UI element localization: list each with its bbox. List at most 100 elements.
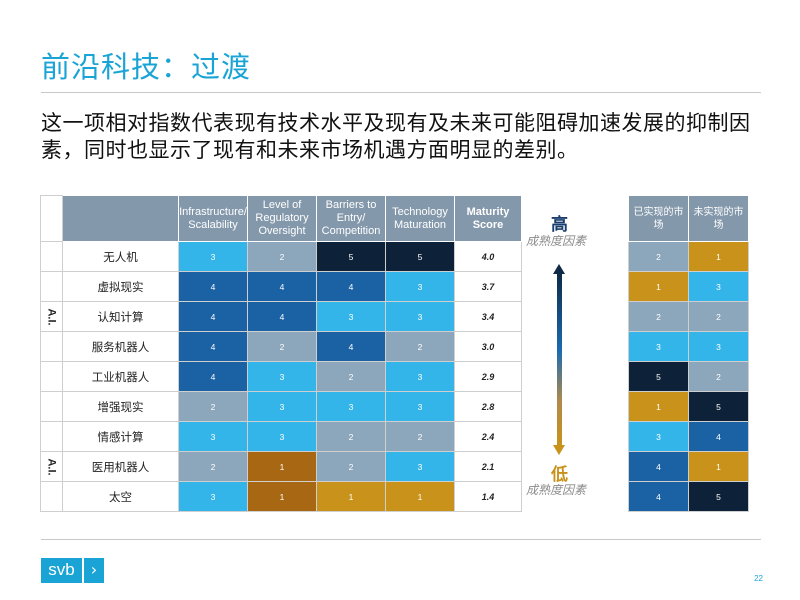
score-cell: 3: [316, 301, 386, 332]
score-cell: 2: [178, 451, 248, 482]
group-cell: [40, 361, 63, 392]
column-header: Infrastructure/ Scalability: [178, 195, 248, 242]
market-cell: 3: [688, 271, 749, 302]
group-cell: [40, 271, 63, 302]
market-cell: 1: [628, 391, 689, 422]
table-row: A.I. 认知计算 4 4 3 3 3.4: [40, 301, 522, 332]
group-label: A.I.: [45, 307, 58, 326]
chevron-right-icon: ›: [84, 558, 104, 583]
score-cell: 3: [385, 271, 455, 302]
table-row: 情感计算 3 3 2 2 2.4: [40, 421, 522, 452]
page-number: 22: [754, 574, 763, 583]
score-cell: 1: [316, 481, 386, 512]
table-row: 服务机器人 4 2 4 2 3.0: [40, 331, 522, 362]
arrow-up-icon: [553, 264, 565, 274]
market-cell: 5: [628, 361, 689, 392]
market-cell: 1: [688, 451, 749, 482]
header-row: Infrastructure/ Scalability Level of Regu…: [40, 195, 522, 242]
market-cell: 3: [628, 331, 689, 362]
score-cell: 4: [247, 271, 317, 302]
row-label: 医用机器人: [62, 451, 179, 482]
score-cell: 3: [385, 361, 455, 392]
column-header: 未实现的市场: [688, 195, 749, 242]
score-cell: 4: [178, 301, 248, 332]
svb-logo: svb ›: [41, 558, 104, 583]
score-cell: 4: [178, 361, 248, 392]
maturity-score: 2.4: [454, 421, 522, 452]
score-cell: 4: [316, 271, 386, 302]
maturity-score: 2.9: [454, 361, 522, 392]
row-label: 虚拟现实: [62, 271, 179, 302]
page-title: 前沿科技：过渡: [41, 50, 252, 84]
maturity-score: 3.0: [454, 331, 522, 362]
score-cell: 2: [247, 241, 317, 272]
score-cell: 4: [316, 331, 386, 362]
column-header: Barriers to Entry/ Competition: [316, 195, 386, 242]
market-cell: 5: [688, 391, 749, 422]
score-cell: 3: [178, 481, 248, 512]
column-header: Maturity Score: [454, 195, 522, 242]
group-cell: A.I.: [40, 451, 63, 482]
table-row: 工业机器人 4 3 2 3 2.9: [40, 361, 522, 392]
market-cell: 4: [628, 481, 689, 512]
group-cell: [40, 331, 63, 362]
group-label: A.I.: [45, 457, 58, 476]
market-cell: 5: [688, 481, 749, 512]
score-cell: 2: [178, 391, 248, 422]
group-cell: [40, 391, 63, 422]
score-cell: 2: [247, 331, 317, 362]
market-table: 已实现的市场 未实现的市场 2 1 1 3 2 2 3 3 5 2 1 5 3 4 4 1 4 5: [628, 195, 749, 512]
maturity-score: 1.4: [454, 481, 522, 512]
row-label: 服务机器人: [62, 331, 179, 362]
table-row: A.I. 医用机器人 2 1 2 3 2.1: [40, 451, 522, 482]
score-cell: 2: [385, 421, 455, 452]
score-cell: 1: [247, 481, 317, 512]
score-cell: 3: [385, 451, 455, 482]
market-cell: 2: [688, 361, 749, 392]
score-cell: 5: [316, 241, 386, 272]
maturity-score: 2.8: [454, 391, 522, 422]
header-row: 已实现的市场 未实现的市场: [628, 195, 749, 242]
score-cell: 4: [178, 331, 248, 362]
score-cell: 1: [385, 481, 455, 512]
group-cell: A.I.: [40, 301, 63, 332]
title-divider: [41, 92, 761, 93]
score-cell: 2: [316, 361, 386, 392]
score-cell: 1: [247, 451, 317, 482]
arrow-down-icon: [553, 445, 565, 455]
maturity-table: Infrastructure/ Scalability Level of Regu…: [40, 195, 522, 512]
score-cell: 3: [316, 391, 386, 422]
row-label: 太空: [62, 481, 179, 512]
group-cell: [40, 481, 63, 512]
score-cell: 2: [316, 451, 386, 482]
row-label: 无人机: [62, 241, 179, 272]
score-cell: 3: [247, 421, 317, 452]
score-cell: 3: [178, 421, 248, 452]
score-cell: 2: [316, 421, 386, 452]
market-cell: 2: [628, 301, 689, 332]
market-cell: 2: [628, 241, 689, 272]
row-label: 工业机器人: [62, 361, 179, 392]
column-header: Technology Maturation: [385, 195, 455, 242]
market-cell: 1: [688, 241, 749, 272]
market-cell: 4: [688, 421, 749, 452]
scale-high-label: 高: [551, 215, 568, 235]
scale-low-sublabel: 成熟度因素: [526, 483, 587, 497]
score-cell: 3: [247, 391, 317, 422]
scale-high-sublabel: 成熟度因素: [526, 234, 587, 248]
description: 这一项相对指数代表现有技术水平及现有及未来可能阻碍加速发展的抑制因素，同时也显示…: [41, 111, 751, 162]
group-cell: [40, 241, 63, 272]
maturity-score: 4.0: [454, 241, 522, 272]
row-label: 增强现实: [62, 391, 179, 422]
score-cell: 3: [247, 361, 317, 392]
score-cell: 3: [178, 241, 248, 272]
market-cell: 1: [628, 271, 689, 302]
table-row: 虚拟现实 4 4 4 3 3.7: [40, 271, 522, 302]
market-cell: 2: [688, 301, 749, 332]
